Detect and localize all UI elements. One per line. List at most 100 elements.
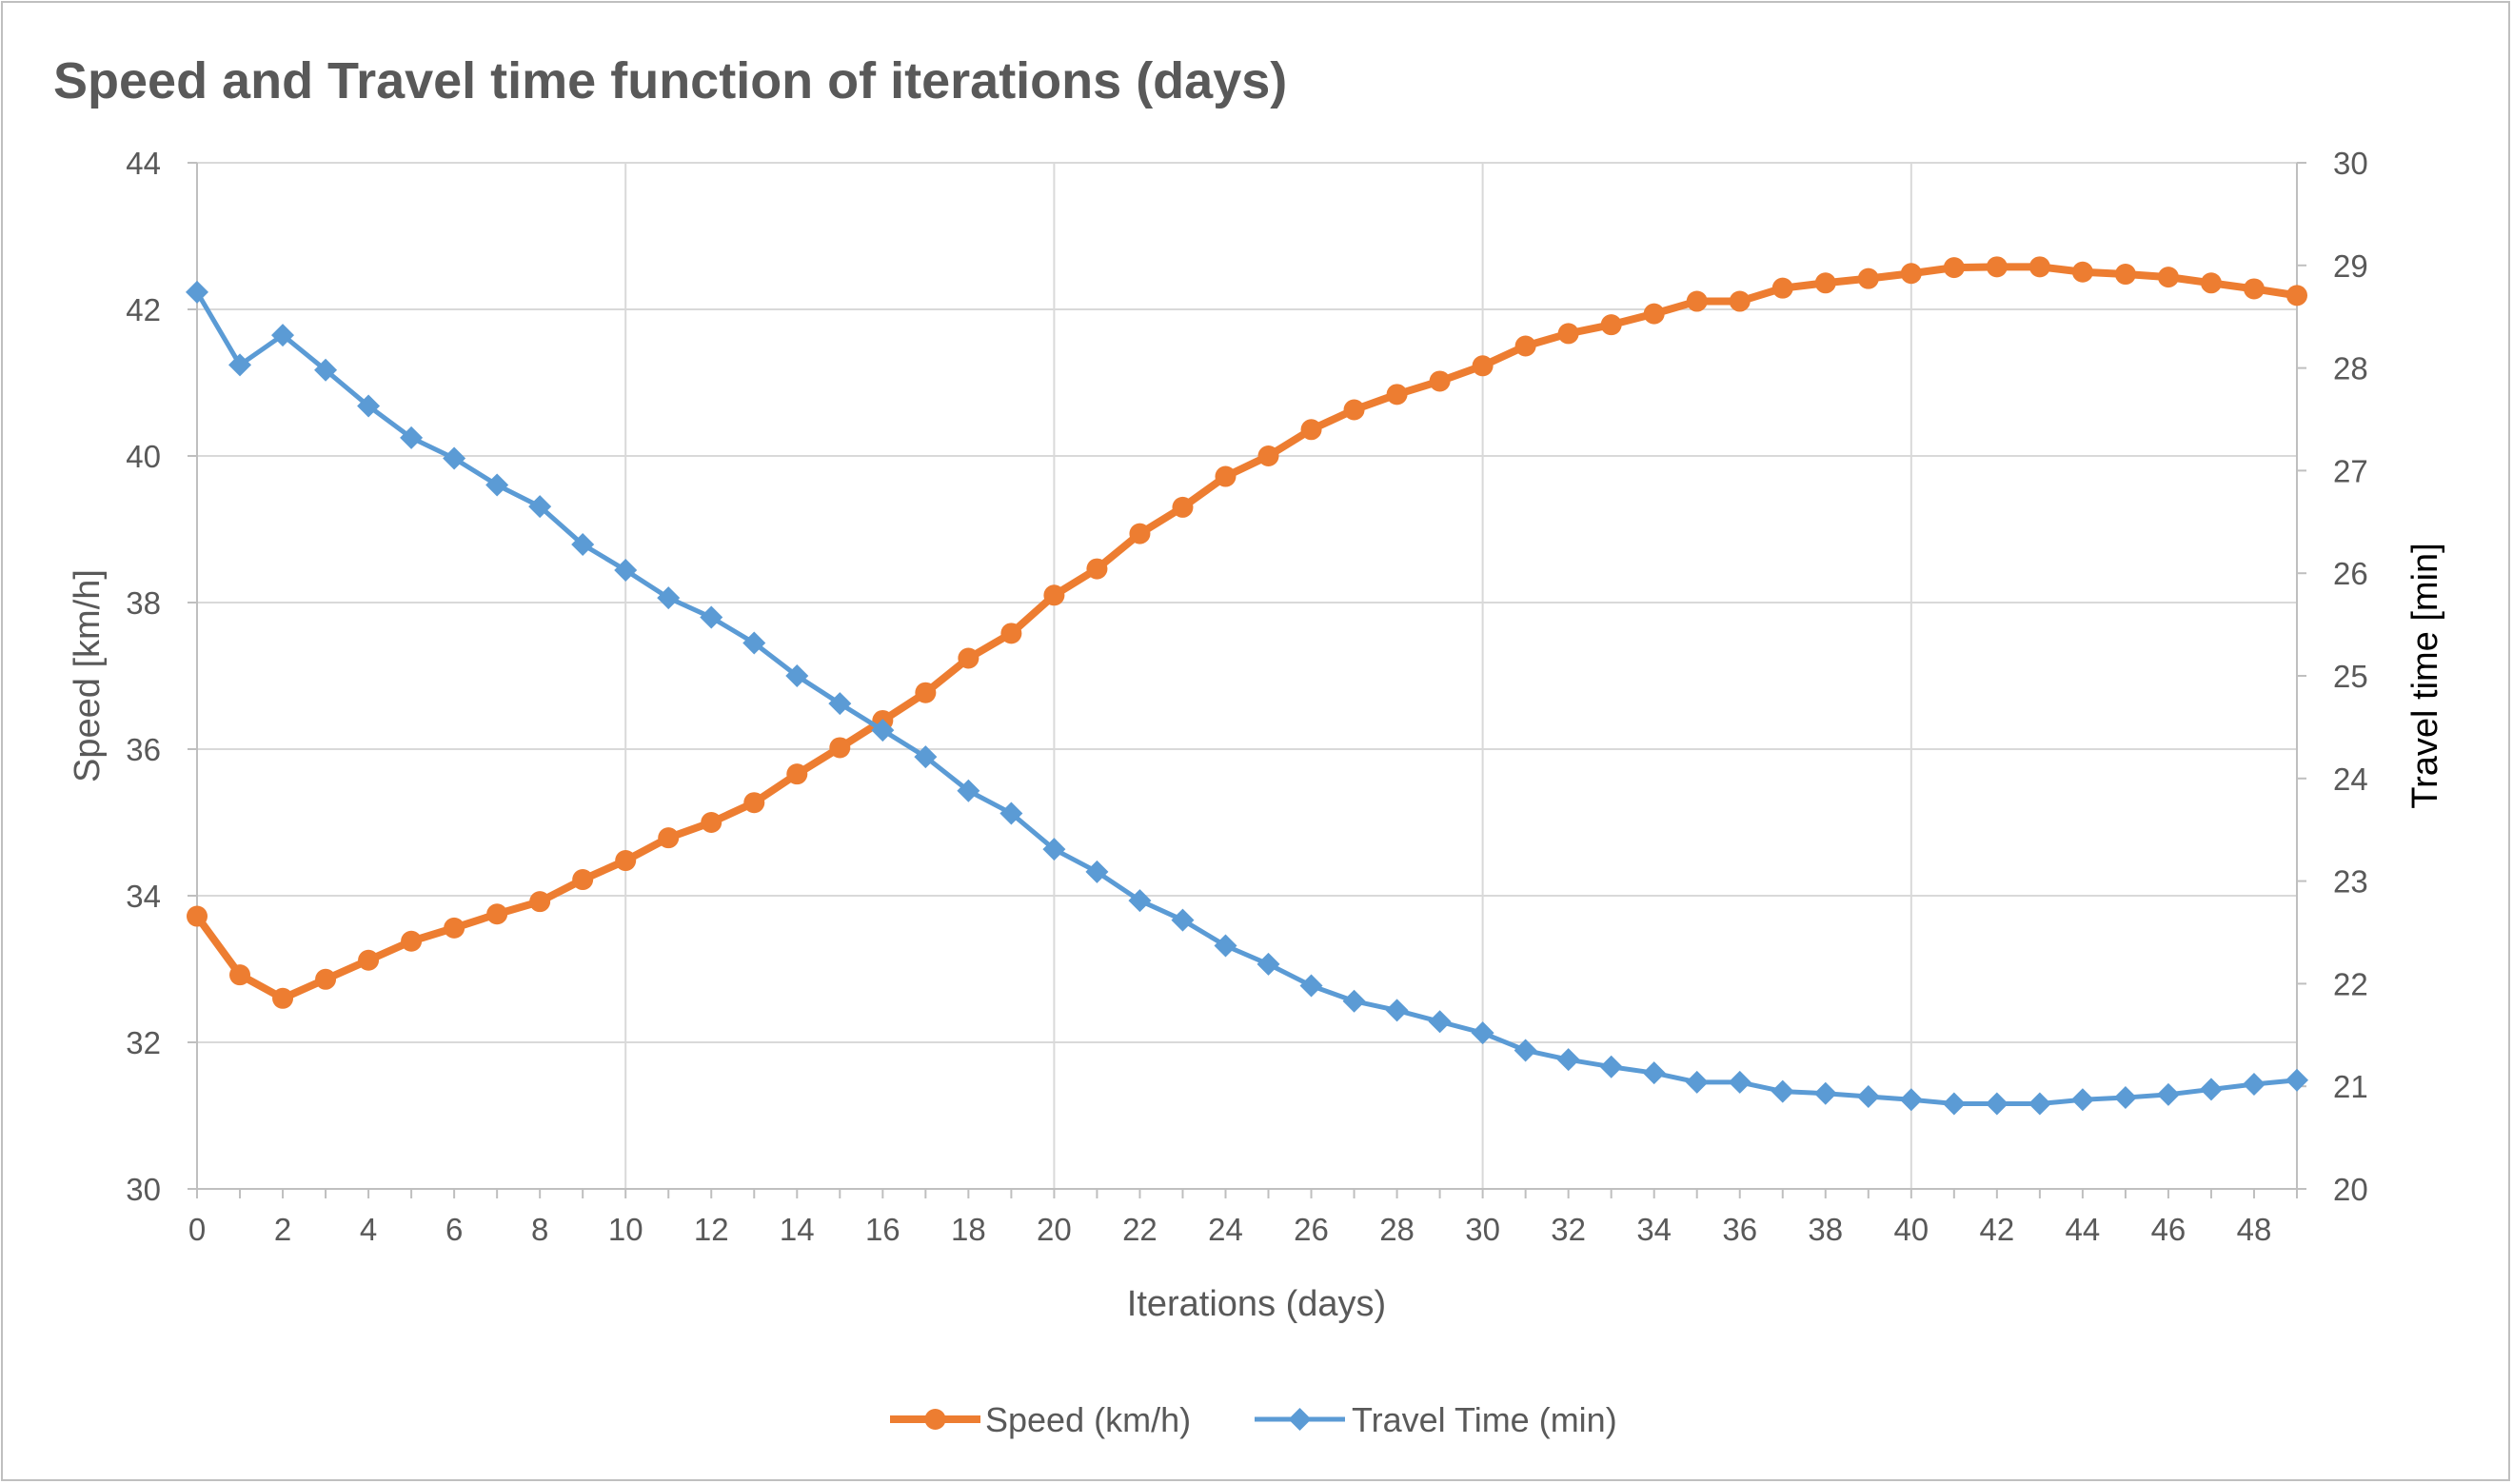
y-axis-left-label: Speed [km/h] — [68, 569, 108, 782]
chart-title: Speed and Travel time function of iterat… — [53, 52, 1288, 109]
travel-time-point — [1985, 1092, 2008, 1116]
speed-point — [272, 987, 294, 1009]
speed-point — [1686, 290, 1708, 312]
y-left-tick-label: 36 — [126, 732, 161, 767]
travel-time-point — [914, 745, 938, 769]
x-tick-label: 24 — [1208, 1212, 1243, 1247]
speed-point — [1600, 314, 1622, 336]
travel-time-point — [871, 719, 895, 742]
speed-point — [2200, 272, 2222, 294]
x-tick-label: 34 — [1636, 1212, 1672, 1247]
speed-point — [401, 930, 423, 952]
travel-time-point — [186, 280, 208, 304]
travel-time-point — [2156, 1082, 2180, 1106]
y-left-tick-label: 40 — [126, 439, 161, 474]
speed-point — [1729, 290, 1751, 312]
speed-point — [1557, 323, 1579, 345]
x-tick-label: 26 — [1294, 1212, 1329, 1247]
travel-time-point — [2285, 1068, 2308, 1092]
travel-time-point — [957, 779, 980, 802]
x-tick-label: 42 — [1979, 1212, 2014, 1247]
travel-time-point — [400, 425, 424, 449]
travel-time-point — [1771, 1079, 1794, 1103]
speed-point — [658, 827, 680, 849]
travel-time-point — [314, 358, 338, 382]
speed-point — [486, 903, 508, 925]
y-right-tick-label: 28 — [2333, 351, 2368, 386]
x-tick-label: 20 — [1037, 1212, 1072, 1247]
speed-point — [1814, 272, 1836, 294]
travel-time-point — [742, 631, 766, 655]
speed-point — [915, 682, 937, 703]
speed-point — [743, 792, 765, 814]
x-tick-label: 44 — [2066, 1212, 2101, 1247]
travel-time-point — [1942, 1092, 1966, 1116]
travel-time-point — [1042, 838, 1066, 861]
speed-point — [1771, 277, 1793, 299]
x-tick-label: 10 — [608, 1212, 643, 1247]
x-tick-label: 12 — [694, 1212, 729, 1247]
speed-point — [1215, 465, 1237, 487]
speed-point — [615, 850, 637, 872]
speed-point — [1300, 419, 1322, 441]
travel-time-point — [2199, 1078, 2223, 1101]
y-right-tick-label: 22 — [2333, 966, 2368, 1001]
travel-time-point — [657, 586, 681, 610]
speed-point — [1000, 623, 1022, 644]
x-tick-label: 6 — [445, 1212, 463, 1247]
gridlines — [197, 162, 2297, 1189]
speed-point — [1043, 584, 1065, 606]
travel-time-point — [2113, 1086, 2137, 1110]
speed-point — [786, 763, 808, 785]
series-line — [193, 263, 2298, 1002]
y-axis-right-label: Travel time [min] — [2405, 543, 2445, 808]
speed-point — [1172, 496, 1194, 518]
travel-time-point — [1128, 889, 1152, 913]
legend: Speed (km/h) Travel Time (min) — [890, 1400, 1617, 1439]
speed-point — [358, 949, 380, 971]
speed-point — [1943, 257, 1965, 279]
travel-time-point — [1428, 1010, 1452, 1034]
speed-point — [229, 964, 251, 986]
speed-point — [1986, 256, 2008, 278]
y-right-tick-label: 27 — [2333, 453, 2368, 488]
travel-time-point — [1813, 1081, 1837, 1105]
y-left-tick-label: 32 — [126, 1025, 161, 1060]
legend-label: Speed (km/h) — [985, 1400, 1191, 1439]
x-tick-label: 28 — [1379, 1212, 1415, 1247]
legend-swatch-marker — [924, 1409, 946, 1430]
travel-time-point — [443, 446, 466, 470]
legend-label: Travel Time (min) — [1352, 1400, 1617, 1439]
y-left-tick-label: 30 — [126, 1172, 161, 1207]
y-right-tick-label: 23 — [2333, 864, 2368, 900]
travel-time-point — [228, 353, 252, 377]
speed-point — [701, 812, 722, 833]
travel-time-point — [357, 394, 381, 418]
travel-time-point — [2242, 1073, 2266, 1097]
travel-time-point — [999, 801, 1023, 825]
travel-time-point — [485, 473, 509, 497]
y-right-tick-label: 29 — [2333, 248, 2368, 284]
legend-swatch-marker — [1288, 1408, 1312, 1431]
y-right-tick-label: 21 — [2333, 1069, 2368, 1104]
y-left-tick-label: 38 — [126, 585, 161, 621]
travel-time-point — [1856, 1084, 1880, 1108]
travel-time-point — [1385, 999, 1409, 1022]
series-travel-time — [186, 280, 2308, 1116]
speed-point — [1343, 399, 1365, 421]
y-right-tick-label: 25 — [2333, 659, 2368, 694]
speed-point — [2157, 267, 2179, 288]
travel-time-point — [614, 558, 638, 582]
speed-point — [1472, 355, 1494, 377]
speed-point — [2071, 261, 2093, 283]
axes — [188, 162, 2306, 1198]
travel-time-point — [1085, 860, 1109, 883]
x-tick-label: 38 — [1808, 1212, 1843, 1247]
travel-time-point — [1171, 908, 1195, 932]
y-right-tick-label: 26 — [2333, 556, 2368, 591]
speed-point — [2286, 285, 2307, 307]
travel-time-point — [1514, 1039, 1537, 1062]
y-left-tick-label: 42 — [126, 292, 161, 327]
